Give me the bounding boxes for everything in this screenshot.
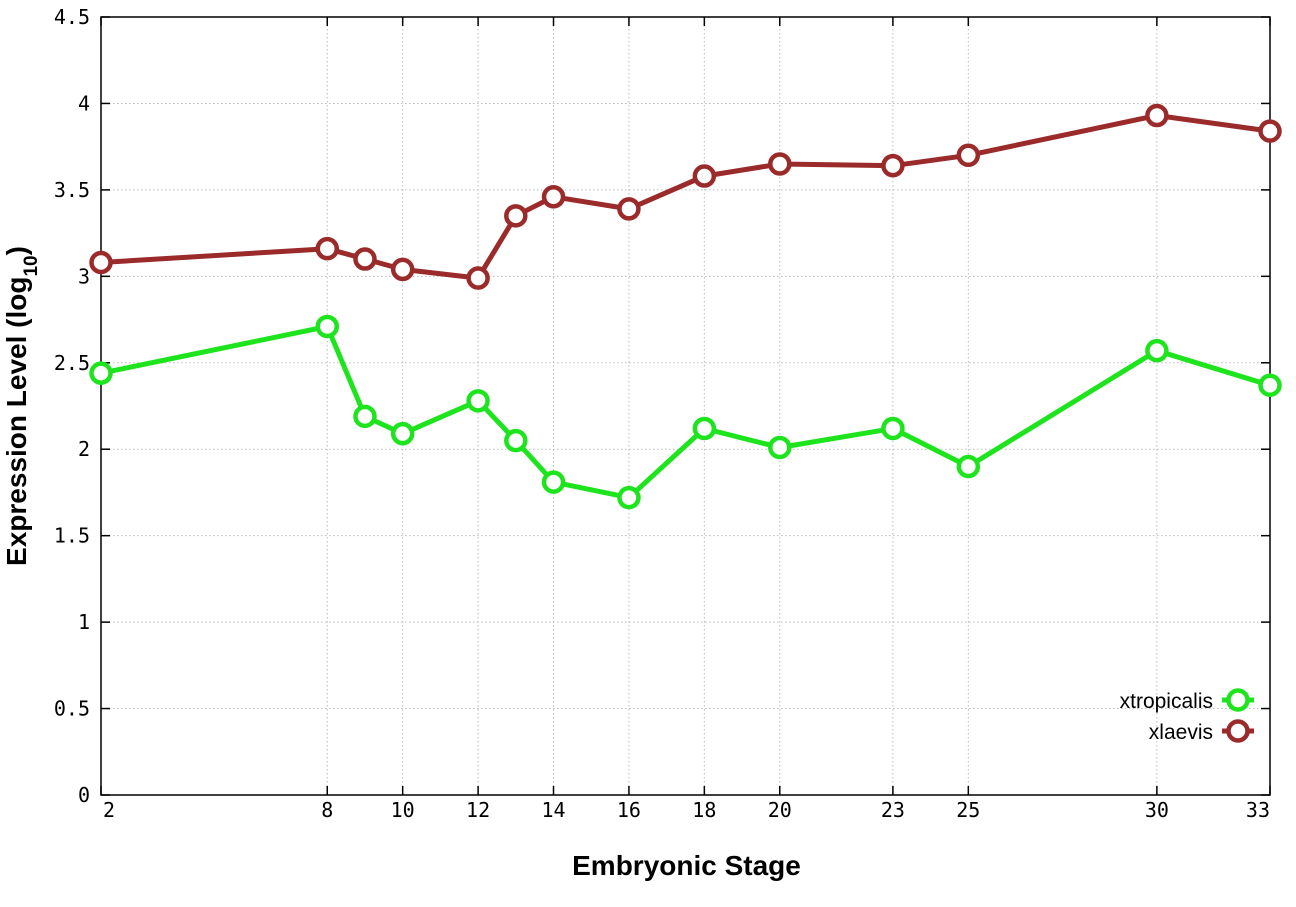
y-axis-title-close: ) — [1, 246, 32, 255]
data-point-xlaevis — [315, 236, 340, 261]
data-point-xtropicalis — [390, 421, 415, 446]
data-point-xtropicalis — [1258, 373, 1282, 398]
legend-swatch-marker — [1226, 688, 1250, 712]
data-point-xlaevis — [89, 250, 113, 275]
series-xlaevis — [89, 103, 1282, 290]
axis-ticks — [100, 16, 1271, 796]
y-tick-label: 1 — [78, 610, 90, 634]
data-point-xlaevis — [617, 197, 641, 221]
data-point-xtropicalis — [1145, 338, 1169, 363]
data-point-xlaevis — [466, 266, 490, 290]
svg-text:Expression Level (log10): Expression Level (log10) — [1, 246, 42, 566]
y-tick-label: 4.5 — [54, 5, 90, 29]
legend-item-xlaevis: xlaevis — [1149, 719, 1254, 744]
legend-item-xtropicalis: xtropicalis — [1120, 688, 1254, 713]
y-tick-label: 4 — [78, 91, 90, 115]
y-tick-label: 1.5 — [54, 524, 90, 548]
x-tick-label: 12 — [466, 798, 490, 822]
data-point-xtropicalis — [541, 470, 566, 494]
y-tick-label: 2 — [78, 437, 90, 461]
x-axis-title: Embryonic Stage — [572, 850, 801, 881]
x-tick-label: 20 — [768, 798, 792, 822]
data-point-xlaevis — [541, 185, 566, 209]
y-tick-labels: 0 0.5 1 1.5 2 2.5 3 3.5 4 4.5 — [54, 5, 90, 807]
data-point-xtropicalis — [504, 428, 528, 453]
data-point-xlaevis — [504, 204, 528, 228]
y-tick-label: 3 — [78, 264, 90, 288]
data-point-xlaevis — [390, 257, 415, 282]
grid-lines — [101, 17, 1270, 795]
x-tick-label: 18 — [692, 798, 716, 822]
data-point-xlaevis — [956, 143, 981, 168]
data-point-xtropicalis — [881, 416, 905, 441]
data-point-xlaevis — [768, 152, 792, 176]
data-point-xtropicalis — [353, 404, 377, 429]
x-tick-label: 16 — [617, 798, 641, 822]
x-tick-label: 33 — [1246, 798, 1270, 822]
series-xtropicalis — [89, 314, 1282, 510]
y-axis-title-subscript: 10 — [21, 255, 42, 276]
legend-swatch-marker — [1226, 719, 1250, 743]
legend-label: xtropicalis — [1120, 690, 1213, 713]
data-point-xlaevis — [1145, 103, 1169, 128]
x-tick-label: 30 — [1145, 798, 1169, 822]
data-point-xtropicalis — [89, 361, 113, 385]
x-tick-label: 8 — [321, 798, 333, 822]
y-tick-label: 2.5 — [54, 351, 90, 375]
y-axis-title: Expression Level (log10) — [1, 246, 42, 566]
data-point-xtropicalis — [617, 485, 641, 510]
y-tick-label: 0.5 — [54, 697, 90, 721]
data-point-xtropicalis — [692, 416, 717, 441]
data-point-xlaevis — [692, 164, 717, 188]
x-tick-label: 2 — [103, 798, 115, 822]
legend-label: xlaevis — [1149, 721, 1213, 744]
plot-frame — [100, 16, 1271, 796]
x-tick-label: 14 — [541, 798, 565, 822]
x-tick-label: 10 — [391, 798, 415, 822]
x-tick-label: 25 — [956, 798, 980, 822]
series-layer — [89, 103, 1282, 510]
data-point-xlaevis — [1258, 119, 1282, 143]
data-point-xtropicalis — [956, 454, 981, 479]
x-tick-labels: 2 8 10 12 14 16 18 20 23 25 30 33 — [103, 798, 1270, 822]
data-point-xtropicalis — [315, 314, 340, 339]
data-point-xtropicalis — [466, 389, 490, 413]
y-tick-label: 0 — [78, 783, 90, 807]
data-point-xtropicalis — [768, 435, 792, 460]
y-tick-label: 3.5 — [54, 178, 90, 202]
legend: xtropicalis xlaevis — [1120, 688, 1254, 744]
data-point-xlaevis — [881, 153, 905, 178]
y-axis-title-main: Expression Level (log — [1, 277, 32, 566]
x-tick-label: 23 — [881, 798, 905, 822]
data-point-xlaevis — [353, 247, 377, 271]
